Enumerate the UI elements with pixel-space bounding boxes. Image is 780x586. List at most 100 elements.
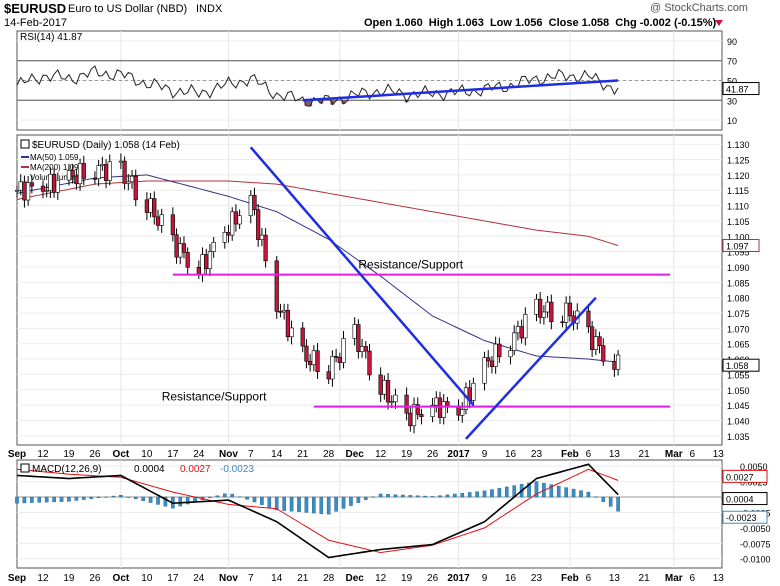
candle-up (541, 311, 546, 318)
macd-marker-box (722, 469, 768, 483)
candle-down (174, 234, 179, 258)
rsi-current-value: 41.87 (726, 85, 749, 95)
chg-down-icon (715, 20, 723, 26)
macd-marker: 0.0027 (726, 472, 754, 482)
date-axis-label: 10 (141, 449, 153, 460)
candle-up (512, 332, 517, 351)
candle-up (77, 163, 83, 185)
macd-histogram-bar (475, 491, 479, 498)
chart-date: 14-Feb-2017 (4, 17, 67, 29)
candle-up (430, 404, 435, 417)
macd-histogram-bar (133, 496, 138, 500)
candle-down (590, 326, 595, 350)
macd-histogram-bar (96, 496, 101, 499)
price-legend-label: $EURUSD (Daily) 1.058 (14 Feb) (32, 140, 180, 151)
date-axis-label: 17 (167, 449, 179, 460)
macd-histogram-bar (504, 486, 509, 498)
candle-down (181, 243, 187, 253)
date-axis-label: 2017 (447, 449, 470, 460)
macd-histogram-bar (601, 496, 606, 502)
candle-down (133, 175, 138, 201)
date-axis-label: 12 (375, 449, 387, 460)
macd-histogram-bar (37, 496, 42, 503)
candle-down (408, 412, 413, 427)
macd-tick-label: -0.0100 (740, 555, 771, 565)
candle-up (107, 161, 112, 181)
date-axis-label: 17 (167, 573, 179, 584)
macd-marker-box (722, 510, 768, 524)
support-label: Resistance/Support (162, 390, 267, 404)
candle-down (445, 401, 450, 407)
price-tick-label: 1.035 (727, 432, 750, 442)
rsi-trendline (302, 79, 619, 102)
candle-down (597, 336, 602, 347)
macd-histogram-bar (564, 487, 568, 498)
macd-histogram-bar (497, 488, 502, 498)
macd-histogram-bar (415, 495, 420, 498)
date-axis-label: 6 (586, 449, 592, 460)
candle-up (545, 301, 550, 313)
price-tick-label: 1.085 (727, 278, 750, 288)
ma200-current-value: 1.097 (726, 241, 749, 251)
macd-histogram-bar (586, 491, 591, 498)
candle-down (274, 260, 279, 312)
macd-histogram-bar (15, 496, 19, 504)
macd-histogram-bar (22, 496, 27, 504)
date-axis-label: 6 (690, 573, 696, 584)
date-axis-label: 13 (713, 449, 725, 460)
macd-histogram-bar (89, 496, 94, 499)
macd-histogram-bar (408, 495, 413, 498)
date-axis-label: 7 (248, 449, 254, 460)
rsi-panel: 90 70 50 30 10 RSI(14) 41.87 41.87 (16, 30, 760, 131)
price-trendline (465, 296, 597, 440)
macd-histogram-bar (215, 495, 220, 498)
macd-histogram-bar (334, 496, 338, 512)
price-current-value-box (722, 358, 760, 372)
macd-histogram-bar (141, 496, 145, 501)
candle-down (81, 163, 86, 179)
price-tick-label: 1.130 (727, 140, 750, 150)
date-axis-label: 26 (89, 573, 101, 584)
macd-histogram-bar (119, 494, 123, 498)
candle-down (363, 346, 368, 352)
candle-up (389, 401, 394, 404)
candle-down (204, 254, 209, 269)
macd-histogram-bar (319, 496, 324, 514)
date-axis-label: 10 (141, 573, 153, 584)
date-axis-label: 12 (375, 573, 387, 584)
date-axis-label: 24 (193, 573, 205, 584)
macd-histogram-bar (549, 484, 554, 498)
date-axis-label: 2017 (447, 573, 470, 584)
candle-down (586, 310, 591, 328)
candle-down (40, 185, 46, 192)
candle-up (248, 195, 253, 217)
macd-histogram-bar (423, 495, 427, 498)
macd-histogram-bar (222, 493, 227, 498)
macd-histogram-bar (52, 496, 56, 503)
macd-histogram-bar (237, 496, 242, 498)
macd-tick-label: -0.0075 (740, 539, 771, 549)
macd-histogram-bar (30, 496, 34, 503)
candle-down (538, 298, 543, 318)
candle-up (493, 343, 498, 367)
candle-down (22, 181, 27, 201)
candle-up (44, 190, 49, 192)
date-axis-label: 23 (531, 449, 543, 460)
macd-histogram-bar (67, 496, 71, 502)
candle-up (18, 181, 23, 191)
date-axis-label: Nov (219, 449, 238, 460)
candle-down (567, 302, 572, 317)
candle-up (515, 326, 521, 334)
macd-histogram-bar (230, 493, 235, 498)
macd-legend-swatch (20, 463, 30, 473)
candle-up (230, 211, 235, 236)
date-axis-label: 13 (713, 573, 725, 584)
chart-symbol: $EURUSD (4, 1, 67, 16)
candle-up (148, 198, 153, 213)
date-axis-label: 28 (323, 449, 335, 460)
macd-histogram-bar (59, 496, 64, 502)
stockcharts-watermark: @ StockCharts.com (650, 2, 748, 14)
candle-down (356, 324, 361, 352)
candle-up (441, 401, 446, 418)
